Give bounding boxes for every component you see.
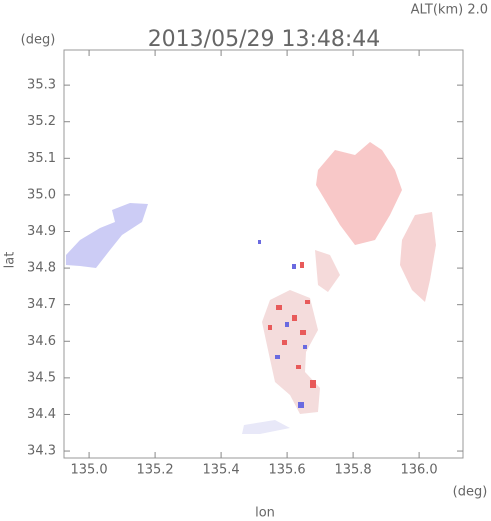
echo-regions — [66, 142, 436, 434]
x-tick-label: 136.0 — [400, 463, 437, 478]
y-tick-label: 34.9 — [27, 224, 56, 239]
y-tick-label: 34.7 — [27, 297, 56, 312]
echo-region — [262, 290, 320, 414]
y-tick-label: 35.0 — [27, 187, 56, 202]
echo-region — [316, 142, 402, 245]
y-axis-label: lat — [3, 252, 18, 269]
x-tick-label: 135.2 — [136, 463, 173, 478]
x-tick-label: 135.8 — [334, 463, 371, 478]
y-tick-label: 34.4 — [27, 407, 56, 422]
y-tick-label: 35.2 — [27, 114, 56, 129]
y-tick-label: 35.3 — [27, 78, 56, 93]
echo-region — [66, 203, 148, 268]
y-unit: (deg) — [21, 33, 56, 48]
echo-region — [315, 250, 340, 292]
y-tick-label: 34.8 — [27, 261, 56, 276]
plot-frame — [63, 49, 464, 459]
echo-region — [242, 420, 290, 434]
chart-subtitle: ALT(km) 2.0 — [411, 3, 488, 18]
x-unit: (deg) — [453, 485, 488, 500]
x-tick-label: 135.4 — [202, 463, 239, 478]
x-tick-label: 135.6 — [268, 463, 305, 478]
x-tick-label: 135.0 — [70, 463, 107, 478]
y-tick-label: 34.5 — [27, 370, 56, 385]
echo-region — [400, 212, 436, 302]
chart-title: 2013/05/29 13:48:44 — [148, 27, 381, 52]
y-tick-label: 35.1 — [27, 151, 56, 166]
y-tick-label: 34.3 — [27, 444, 56, 459]
x-axis-label: lon — [255, 506, 275, 521]
y-tick-label: 34.6 — [27, 334, 56, 349]
